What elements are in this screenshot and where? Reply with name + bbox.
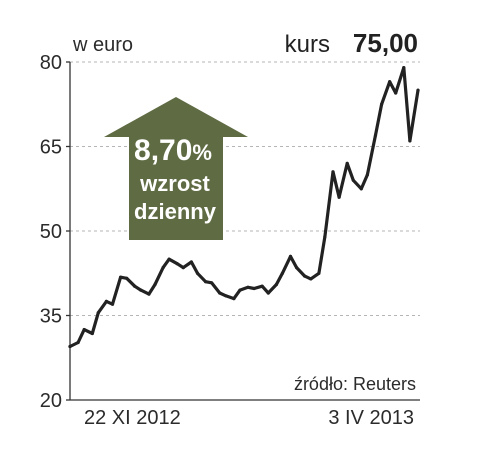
y-tick-label: 20: [40, 390, 62, 412]
price-point: [252, 286, 256, 291]
price-point: [167, 257, 171, 261]
x-tick-label-end: 3 IV 2013: [328, 407, 414, 429]
price-point: [68, 344, 72, 349]
price-point: [195, 271, 200, 275]
y-tick-label: 80: [40, 52, 62, 74]
price-point: [373, 133, 378, 137]
price-point: [110, 302, 115, 306]
price-point: [96, 311, 100, 315]
badge-percent: 8,70%: [134, 134, 212, 167]
price-series: [68, 66, 420, 349]
price-point: [153, 282, 157, 287]
price-point: [189, 260, 193, 264]
price-point: [380, 102, 384, 106]
y-tick-label: 35: [40, 306, 62, 328]
price-point: [119, 275, 123, 279]
price-point: [82, 328, 86, 332]
price-point: [402, 66, 406, 70]
gridlines: [70, 61, 420, 316]
price-point: [359, 187, 363, 191]
price-point: [238, 288, 242, 292]
price-label: kurs: [285, 31, 330, 58]
price-point: [175, 262, 179, 266]
price-point: [365, 173, 369, 177]
price-point: [161, 266, 165, 270]
price-point: [295, 266, 299, 270]
price-point: [323, 235, 327, 239]
price-point: [309, 277, 313, 281]
source-label: źródło: Reuters: [294, 374, 416, 394]
y-tick-label: 50: [40, 221, 62, 243]
price-point: [133, 284, 137, 288]
price-point: [139, 288, 143, 292]
price-point: [90, 331, 94, 336]
price-point: [303, 274, 307, 278]
price-point: [394, 91, 398, 95]
unit-label: w euro: [72, 34, 133, 56]
y-tick-label: 65: [40, 137, 62, 159]
price-point: [288, 254, 293, 258]
price-point: [104, 299, 108, 303]
price-value: 75,00: [353, 28, 418, 58]
price-point: [204, 280, 208, 284]
price-point: [416, 88, 420, 92]
price-point: [266, 291, 270, 295]
price-point: [147, 292, 151, 296]
price-point: [345, 161, 349, 165]
price-point: [331, 170, 335, 174]
price-point: [210, 281, 214, 285]
price-point: [337, 195, 341, 199]
price-point: [317, 271, 321, 275]
price-point: [280, 271, 284, 275]
price-point: [224, 294, 228, 298]
price-point: [408, 139, 412, 143]
x-tick-label-start: 22 XI 2012: [84, 407, 181, 429]
price-point: [181, 266, 185, 270]
price-point: [351, 178, 355, 182]
price-line: [68, 66, 420, 349]
price-point: [260, 284, 264, 288]
badge-line2: dzienny: [134, 199, 217, 224]
price-point: [76, 340, 80, 345]
price-point: [218, 291, 222, 295]
price-point: [125, 276, 129, 280]
price-point: [274, 282, 278, 287]
badge-line1: wzrost: [139, 171, 210, 196]
price-point: [246, 285, 250, 289]
price-point: [232, 297, 236, 301]
daily-change-arrow: [104, 97, 248, 240]
price-point: [388, 80, 392, 84]
y-axis-ticks: 80 65 50 35 20: [40, 52, 70, 412]
